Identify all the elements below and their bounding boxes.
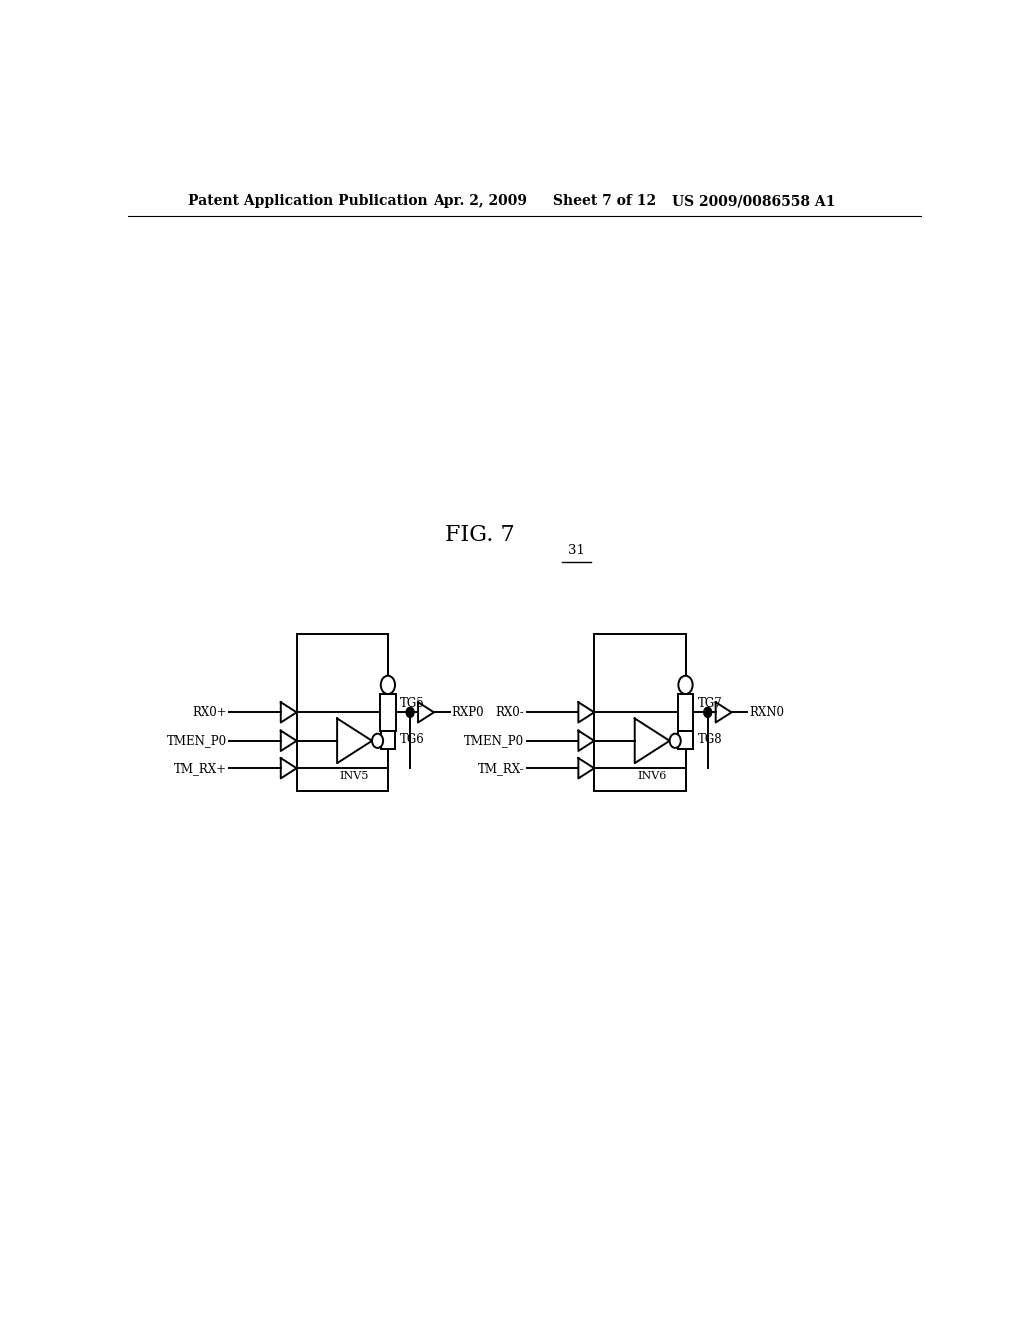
- Text: INV5: INV5: [340, 771, 370, 781]
- Text: FIG. 7: FIG. 7: [445, 524, 515, 546]
- Text: RX0-: RX0-: [496, 706, 524, 719]
- Circle shape: [678, 676, 692, 694]
- Text: Apr. 2, 2009: Apr. 2, 2009: [433, 194, 527, 209]
- Circle shape: [381, 676, 395, 694]
- Text: TG5: TG5: [399, 697, 425, 710]
- Text: TMEN_P0: TMEN_P0: [167, 734, 226, 747]
- Text: TG6: TG6: [399, 734, 425, 746]
- Text: Patent Application Publication: Patent Application Publication: [187, 194, 427, 209]
- Text: INV6: INV6: [638, 771, 667, 781]
- Text: TM_RX+: TM_RX+: [174, 762, 226, 775]
- Text: TM_RX-: TM_RX-: [477, 762, 524, 775]
- Text: TMEN_P0: TMEN_P0: [464, 734, 524, 747]
- Text: RX0+: RX0+: [193, 706, 226, 719]
- Circle shape: [407, 708, 414, 718]
- Circle shape: [372, 734, 383, 748]
- Bar: [594, 634, 685, 791]
- Text: RXP0: RXP0: [452, 706, 484, 719]
- Bar: [297, 634, 388, 791]
- Text: TG8: TG8: [697, 734, 722, 746]
- Circle shape: [670, 734, 681, 748]
- Bar: [381, 731, 395, 748]
- Text: RXN0: RXN0: [749, 706, 784, 719]
- Text: TG7: TG7: [697, 697, 722, 710]
- Bar: [380, 694, 396, 731]
- Bar: [678, 694, 693, 731]
- Bar: [678, 731, 692, 748]
- Text: Sheet 7 of 12: Sheet 7 of 12: [553, 194, 655, 209]
- Circle shape: [703, 708, 712, 718]
- Text: 31: 31: [568, 544, 585, 557]
- Text: US 2009/0086558 A1: US 2009/0086558 A1: [672, 194, 835, 209]
